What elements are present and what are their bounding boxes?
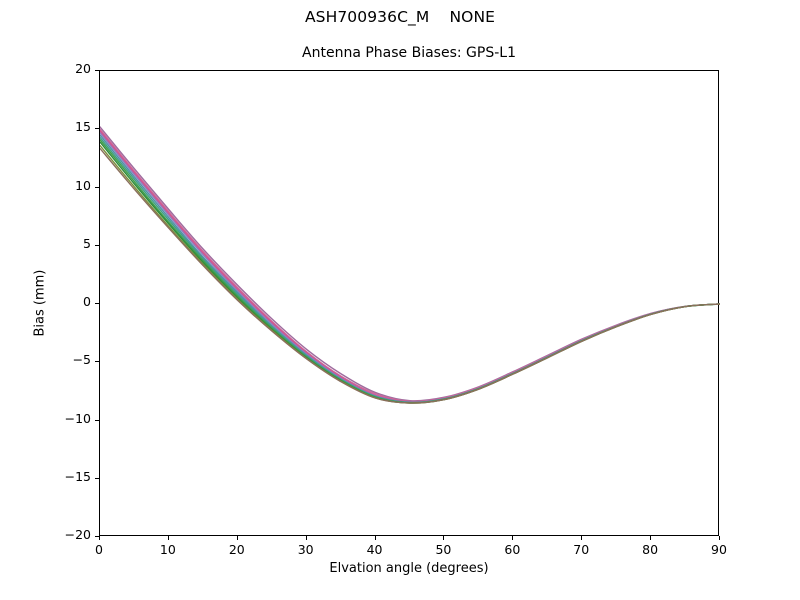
chart-line: [100, 144, 720, 404]
x-tick-mark: [650, 536, 652, 540]
y-tick-mark: [95, 361, 99, 363]
x-tick-mark: [443, 536, 445, 540]
y-tick-label: 0: [83, 294, 91, 309]
x-tick-label: 60: [504, 542, 521, 557]
x-tick-mark: [719, 536, 720, 540]
y-tick-label: 10: [75, 177, 91, 193]
x-tick-mark: [99, 536, 100, 540]
chart-line: [100, 128, 720, 403]
y-tick-label: −15: [64, 468, 91, 484]
chart-line: [100, 139, 720, 404]
x-tick-label: 20: [228, 542, 245, 557]
x-tick-label: 70: [573, 542, 590, 557]
y-tick-mark: [95, 536, 99, 537]
y-tick-mark: [95, 70, 99, 71]
y-tick-mark: [95, 477, 99, 479]
y-axis-label: Bias (mm): [32, 269, 48, 337]
chart-line: [100, 136, 720, 404]
x-tick-label: 80: [642, 542, 659, 557]
chart-line: [100, 126, 720, 402]
x-tick-mark: [374, 536, 376, 540]
x-axis-label: Elvation angle (degrees): [329, 561, 489, 576]
chart-line: [100, 130, 720, 403]
plot-area: [99, 70, 720, 536]
y-tick-mark: [95, 303, 99, 304]
x-tick-mark: [512, 536, 514, 540]
x-tick-label: 30: [297, 542, 314, 557]
y-tick-label: 20: [75, 61, 91, 76]
axes-title: Antenna Phase Biases: GPS-L1: [302, 45, 516, 61]
chart-line: [100, 141, 720, 404]
y-tick-mark: [95, 186, 99, 188]
chart-line: [100, 147, 720, 404]
y-tick-label: −5: [72, 352, 91, 368]
y-tick-label: −20: [64, 527, 91, 542]
x-tick-label: 10: [159, 542, 176, 557]
x-tick-mark: [236, 536, 238, 540]
y-tick-mark: [95, 419, 99, 421]
x-tick-label: 40: [366, 542, 383, 557]
figure-suptitle: ASH700936C_M NONE: [304, 8, 496, 26]
x-tick-label: 90: [711, 542, 727, 557]
chart-line: [100, 134, 720, 404]
y-tick-mark: [95, 128, 99, 130]
x-tick-mark: [305, 536, 307, 540]
x-tick-label: 50: [435, 542, 452, 557]
chart-lines-group: [100, 126, 720, 404]
y-tick-label: 5: [83, 235, 91, 251]
y-tick-label: −10: [64, 410, 91, 426]
x-tick-mark: [581, 536, 583, 540]
x-tick-mark: [167, 536, 169, 540]
x-tick-label: 0: [95, 542, 103, 557]
y-tick-mark: [95, 244, 99, 246]
chart-line: [100, 132, 720, 403]
y-tick-label: 15: [75, 119, 91, 135]
